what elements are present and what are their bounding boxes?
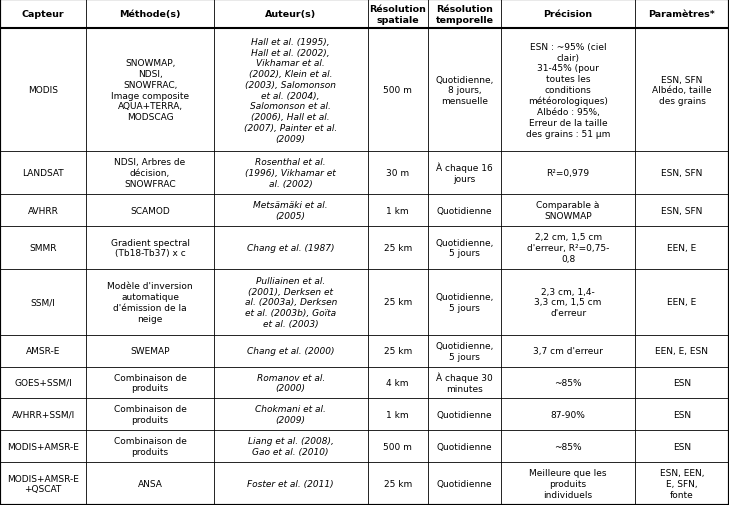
Text: SWEMAP: SWEMAP xyxy=(130,346,170,356)
Text: 25 km: 25 km xyxy=(383,346,412,356)
Text: ESN, SFN
Albédo, taille
des grains: ESN, SFN Albédo, taille des grains xyxy=(652,75,712,106)
Text: 25 km: 25 km xyxy=(383,479,412,488)
Text: ESN : ~95% (ciel
clair)
31-45% (pour
toutes les
conditions
météorologiques)
Albé: ESN : ~95% (ciel clair) 31-45% (pour tou… xyxy=(526,43,610,138)
Text: Paramètres*: Paramètres* xyxy=(649,10,715,19)
Text: Quotidienne,
8 jours,
mensuelle: Quotidienne, 8 jours, mensuelle xyxy=(435,75,494,106)
Text: 30 m: 30 m xyxy=(386,169,409,178)
Text: Gradient spectral
(Tb18-Tb37) x c: Gradient spectral (Tb18-Tb37) x c xyxy=(111,238,190,258)
Text: ANSA: ANSA xyxy=(138,479,163,488)
Text: Quotidienne: Quotidienne xyxy=(437,479,492,488)
Text: GOES+SSM/I: GOES+SSM/I xyxy=(15,378,72,387)
Text: R²=0,979: R²=0,979 xyxy=(547,169,590,178)
Text: Romanov et al.
(2000): Romanov et al. (2000) xyxy=(257,373,325,392)
Text: Quotidienne,
5 jours: Quotidienne, 5 jours xyxy=(435,341,494,361)
Text: LANDSAT: LANDSAT xyxy=(23,169,64,178)
Text: Chang et al. (1987): Chang et al. (1987) xyxy=(247,243,335,252)
Text: Chang et al. (2000): Chang et al. (2000) xyxy=(247,346,335,356)
Text: À chaque 16
jours: À chaque 16 jours xyxy=(436,163,493,184)
Text: SMMR: SMMR xyxy=(29,243,57,252)
Text: 87-90%: 87-90% xyxy=(550,410,585,419)
Text: 2,3 cm, 1,4-
3,3 cm, 1,5 cm
d'erreur: 2,3 cm, 1,4- 3,3 cm, 1,5 cm d'erreur xyxy=(534,287,602,318)
Text: Quotidienne: Quotidienne xyxy=(437,206,492,215)
Text: Précision: Précision xyxy=(544,10,593,19)
Text: Chokmani et al.
(2009): Chokmani et al. (2009) xyxy=(255,405,326,424)
Text: 1 km: 1 km xyxy=(386,206,409,215)
Text: Meilleure que les
produits
individuels: Meilleure que les produits individuels xyxy=(529,468,607,499)
Text: MODIS: MODIS xyxy=(28,86,58,95)
Text: 2,2 cm, 1,5 cm
d'erreur, R²=0,75-
0,8: 2,2 cm, 1,5 cm d'erreur, R²=0,75- 0,8 xyxy=(527,233,609,263)
Text: 500 m: 500 m xyxy=(383,442,412,450)
Text: Foster et al. (2011): Foster et al. (2011) xyxy=(247,479,334,488)
Text: SNOWMAP,
NDSI,
SNOWFRAC,
Image composite
AQUA+TERRA,
MODSCAG: SNOWMAP, NDSI, SNOWFRAC, Image composite… xyxy=(111,59,190,122)
Text: ESN: ESN xyxy=(673,442,691,450)
Text: AMSR-E: AMSR-E xyxy=(26,346,61,356)
Text: Méthode(s): Méthode(s) xyxy=(120,10,181,19)
Text: 4 km: 4 km xyxy=(386,378,409,387)
Text: 25 km: 25 km xyxy=(383,243,412,252)
Text: Résolution
temporelle: Résolution temporelle xyxy=(435,5,494,25)
Text: MODIS+AMSR-E: MODIS+AMSR-E xyxy=(7,442,79,450)
Text: Combinaison de
produits: Combinaison de produits xyxy=(114,436,187,456)
Text: Rosenthal et al.
(1996), Vikhamar et
al. (2002): Rosenthal et al. (1996), Vikhamar et al.… xyxy=(246,158,336,188)
Text: EEN, E, ESN: EEN, E, ESN xyxy=(655,346,709,356)
Text: SSM/I: SSM/I xyxy=(31,298,55,307)
Text: Pulliainen et al.
(2001), Derksen et
al. (2003a), Derksen
et al. (2003b), Goïta
: Pulliainen et al. (2001), Derksen et al.… xyxy=(244,276,337,328)
Text: 3,7 cm d'erreur: 3,7 cm d'erreur xyxy=(533,346,603,356)
Text: ESN: ESN xyxy=(673,378,691,387)
Text: Capteur: Capteur xyxy=(22,10,64,19)
Text: Modèle d'inversion
automatique
d'émission de la
neige: Modèle d'inversion automatique d'émissio… xyxy=(107,282,193,323)
Text: EEN, E: EEN, E xyxy=(667,298,697,307)
Text: Liang et al. (2008),
Gao et al. (2010): Liang et al. (2008), Gao et al. (2010) xyxy=(248,436,334,456)
Text: Comparable à
SNOWMAP: Comparable à SNOWMAP xyxy=(537,201,600,221)
Text: Auteur(s): Auteur(s) xyxy=(265,10,316,19)
Text: 500 m: 500 m xyxy=(383,86,412,95)
Text: AVHRR: AVHRR xyxy=(28,206,58,215)
Text: ESN, SFN: ESN, SFN xyxy=(661,206,703,215)
Text: ~85%: ~85% xyxy=(554,442,582,450)
Text: Quotidienne,
5 jours: Quotidienne, 5 jours xyxy=(435,292,494,312)
Text: ESN, EEN,
E, SFN,
fonte: ESN, EEN, E, SFN, fonte xyxy=(660,468,704,499)
Text: Résolution
spatiale: Résolution spatiale xyxy=(370,5,426,25)
Text: 25 km: 25 km xyxy=(383,298,412,307)
Text: EEN, E: EEN, E xyxy=(667,243,697,252)
Text: Combinaison de
produits: Combinaison de produits xyxy=(114,373,187,392)
Text: Hall et al. (1995),
Hall et al. (2002),
Vikhamar et al.
(2002), Klein et al.
(20: Hall et al. (1995), Hall et al. (2002), … xyxy=(244,38,338,143)
Text: Quotidienne: Quotidienne xyxy=(437,410,492,419)
Text: ESN: ESN xyxy=(673,410,691,419)
Text: MODIS+AMSR-E
+QSCAT: MODIS+AMSR-E +QSCAT xyxy=(7,474,79,493)
Text: Metsämäki et al.
(2005): Metsämäki et al. (2005) xyxy=(254,201,328,221)
Text: Quotidienne: Quotidienne xyxy=(437,442,492,450)
Text: AVHRR+SSM/I: AVHRR+SSM/I xyxy=(12,410,75,419)
Text: ESN, SFN: ESN, SFN xyxy=(661,169,703,178)
Text: Combinaison de
produits: Combinaison de produits xyxy=(114,405,187,424)
Text: 1 km: 1 km xyxy=(386,410,409,419)
Text: À chaque 30
minutes: À chaque 30 minutes xyxy=(436,372,493,393)
Text: SCAMOD: SCAMOD xyxy=(130,206,170,215)
Text: Quotidienne,
5 jours: Quotidienne, 5 jours xyxy=(435,238,494,258)
Text: ~85%: ~85% xyxy=(554,378,582,387)
Text: NDSI, Arbres de
décision,
SNOWFRAC: NDSI, Arbres de décision, SNOWFRAC xyxy=(114,158,186,188)
